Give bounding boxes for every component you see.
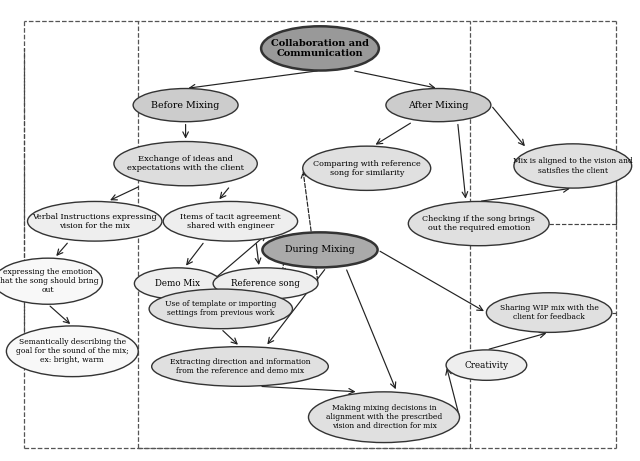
Text: Mix is aligned to the vision and
satisfies the client: Mix is aligned to the vision and satisfi… [513,157,633,175]
Text: Comparing with reference
song for similarity: Comparing with reference song for simila… [313,160,420,177]
Text: Verbal Instructions expressing
vision for the mix: Verbal Instructions expressing vision fo… [33,213,157,230]
Text: Exchange of ideas and
expectations with the client: Exchange of ideas and expectations with … [127,155,244,172]
Ellipse shape [446,350,527,380]
Text: Extracting direction and information
from the reference and demo mix: Extracting direction and information fro… [170,358,310,375]
Ellipse shape [262,232,378,267]
Text: Before Mixing: Before Mixing [152,100,220,110]
Ellipse shape [261,26,379,71]
Text: Creativity: Creativity [465,361,508,370]
Ellipse shape [134,268,221,299]
Ellipse shape [28,201,162,241]
Text: Semantically describing the
goal for the sound of the mix;
ex: bright, warm: Semantically describing the goal for the… [16,338,129,365]
Text: Checking if the song brings
out the required emotion: Checking if the song brings out the requ… [422,215,535,232]
Text: After Mixing: After Mixing [408,100,468,110]
Ellipse shape [213,268,318,299]
Text: expressing the emotion
that the song should bring
out: expressing the emotion that the song sho… [0,268,99,295]
Ellipse shape [0,258,102,304]
Text: Demo Mix: Demo Mix [156,279,200,288]
Ellipse shape [303,146,431,190]
Text: Making mixing decisions in
alignment with the prescribed
vision and direction fo: Making mixing decisions in alignment wit… [326,404,442,431]
Ellipse shape [6,326,138,377]
Ellipse shape [514,144,632,188]
Ellipse shape [163,201,298,241]
Text: Sharing WIP mix with the
client for feedback: Sharing WIP mix with the client for feed… [500,304,598,321]
Ellipse shape [133,89,238,122]
Text: Use of template or importing
settings from previous work: Use of template or importing settings fr… [165,300,276,318]
Ellipse shape [386,89,491,122]
Ellipse shape [308,392,460,443]
Ellipse shape [486,293,612,332]
Text: Items of tacit agreement
shared with engineer: Items of tacit agreement shared with eng… [180,213,281,230]
Ellipse shape [114,142,257,186]
Text: During Mixing: During Mixing [285,245,355,254]
Text: Collaboration and
Communication: Collaboration and Communication [271,39,369,58]
Ellipse shape [149,289,292,329]
Ellipse shape [152,347,328,386]
Ellipse shape [408,201,549,246]
Text: Reference song: Reference song [231,279,300,288]
